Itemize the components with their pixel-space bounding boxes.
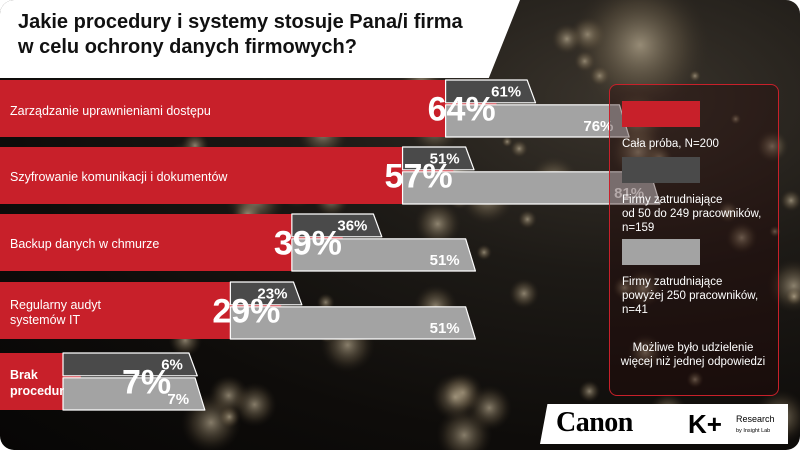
category-label: procedur — [10, 384, 64, 398]
mid-value-label: 51% — [430, 151, 460, 168]
bokeh-light — [623, 268, 663, 308]
canon-logo: Canon — [556, 407, 633, 438]
kplus-logo: K+ — [688, 409, 722, 439]
total-value-label: 64% — [428, 91, 496, 129]
bar-large — [401, 171, 661, 205]
bar-large — [291, 238, 477, 272]
total-value-label: 39% — [274, 225, 342, 263]
legend-swatch-total — [622, 101, 700, 127]
large-value-label: 51% — [430, 320, 460, 337]
legend-note: Możliwe było udzielenie więcej niż jedne… — [620, 342, 766, 368]
bokeh-light — [517, 209, 538, 229]
bar-large — [445, 104, 630, 138]
mid-value-label: 61% — [491, 84, 521, 101]
bokeh-light — [476, 244, 493, 261]
category-label: Brak — [10, 368, 38, 382]
legend-label-mid: Firmy zatrudniające od 50 do 249 pracown… — [622, 194, 762, 234]
logo-bar — [540, 404, 788, 444]
bokeh-light — [686, 370, 704, 389]
bokeh-light — [755, 129, 789, 163]
bar-mid — [291, 213, 383, 238]
bokeh-light — [508, 278, 540, 309]
category-label: Szyfrowanie komunikacji i dokumentów — [10, 170, 228, 184]
title-panel: Jakie procedury i systemy stosuje Pana/i… — [0, 0, 520, 78]
legend: Cała próba, N=200 Firmy zatrudniające od… — [609, 84, 779, 396]
bokeh-light — [730, 113, 742, 125]
bokeh-light — [578, 380, 601, 403]
category-label: Zarządzanie uprawnieniami dostępu — [10, 104, 211, 118]
bokeh-light — [414, 200, 461, 248]
large-value-label: 81% — [614, 185, 644, 202]
mid-value-label: 36% — [337, 218, 367, 235]
category-label: systemów IT — [10, 313, 81, 327]
bokeh-light — [627, 334, 664, 371]
bar-large — [229, 306, 477, 340]
legend-swatch-large — [622, 239, 700, 265]
bokeh-light — [768, 225, 781, 238]
total-value-label: 57% — [385, 158, 453, 196]
mid-value-label: 6% — [161, 357, 183, 374]
legend-label-total: Cała próba, N=200 — [622, 138, 719, 150]
large-value-label: 7% — [167, 391, 189, 408]
legend-swatch-mid — [622, 157, 700, 183]
bokeh-light — [501, 136, 513, 148]
large-value-label: 51% — [430, 252, 460, 269]
bokeh-light — [785, 287, 800, 306]
research-logo-text: Research — [736, 414, 775, 424]
bar-mid — [401, 146, 475, 171]
legend-label-large: Firmy zatrudniające powyżej 250 pracowni… — [622, 276, 759, 316]
bar-total — [0, 147, 462, 204]
bar-total — [0, 214, 351, 271]
bokeh-light — [717, 200, 740, 223]
bar-mid — [445, 79, 537, 104]
bar-mid — [229, 281, 303, 306]
bar-total — [0, 282, 290, 339]
bar-total — [0, 80, 505, 137]
chart-title: Jakie procedury i systemy stosuje Pana/i… — [18, 11, 463, 58]
total-value-label: 7% — [122, 364, 171, 402]
bokeh-light — [510, 139, 529, 158]
bokeh-light — [780, 189, 800, 212]
large-value-label: 76% — [583, 118, 613, 135]
total-value-label: 29% — [212, 293, 280, 331]
category-label: Backup danych w chmurze — [10, 237, 159, 251]
insight-lab-logo-text: by Insight Lab — [736, 428, 771, 434]
mid-value-label: 23% — [257, 286, 287, 303]
bar-mid — [62, 352, 198, 377]
bar-large — [62, 377, 206, 411]
bokeh-light — [725, 221, 758, 254]
bokeh-light — [431, 373, 480, 421]
bokeh-highlight — [570, 0, 710, 115]
bokeh-light — [612, 275, 637, 300]
bokeh-light — [232, 382, 277, 427]
category-label: Regularny audyt — [10, 298, 102, 312]
